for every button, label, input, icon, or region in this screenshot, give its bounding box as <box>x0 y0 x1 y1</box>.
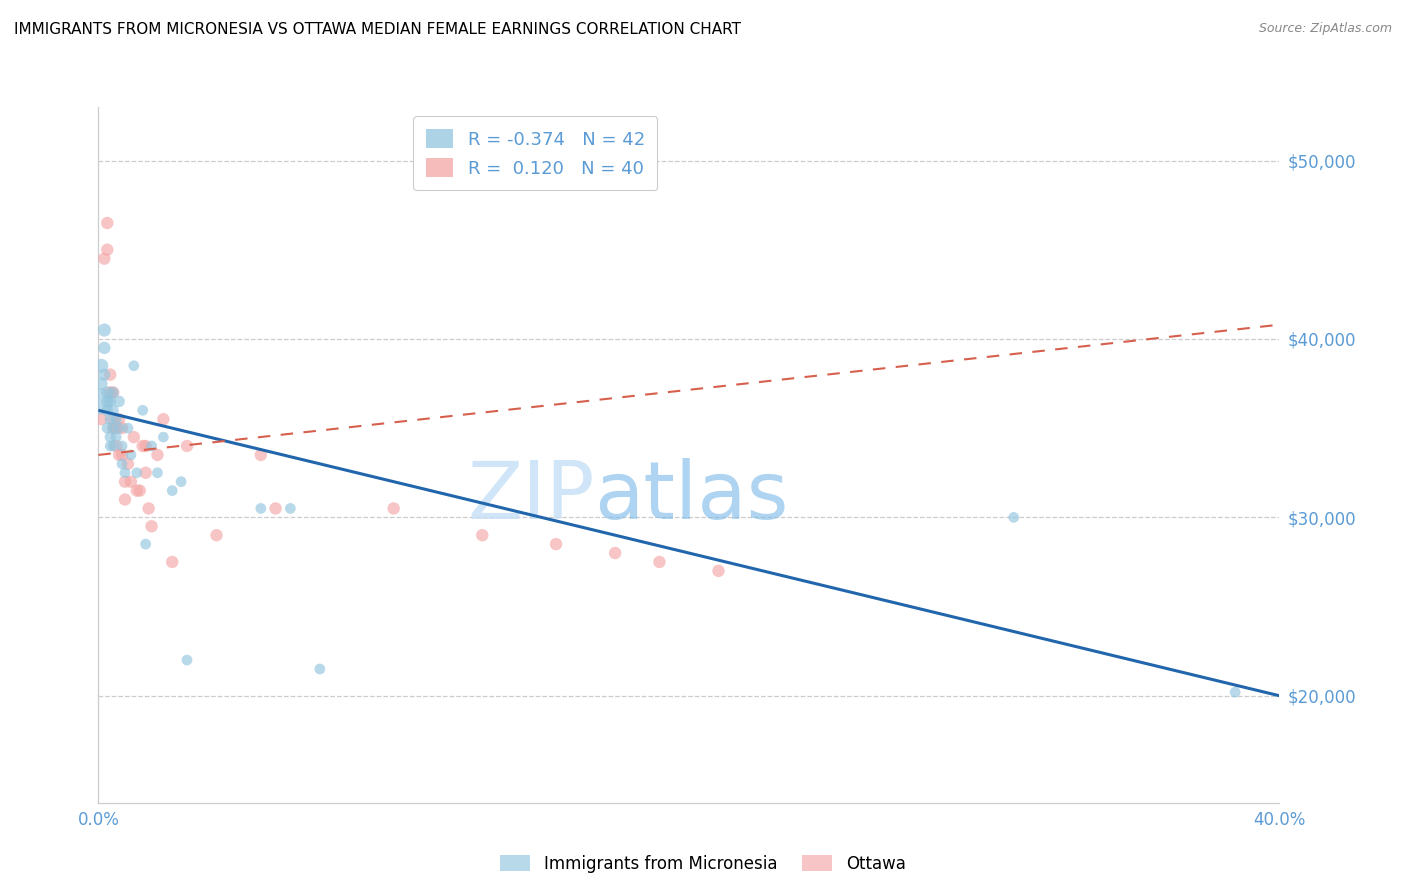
Point <box>264 501 287 516</box>
Point <box>93 368 115 382</box>
Point <box>103 385 125 400</box>
Point <box>128 483 150 498</box>
Point <box>162 555 183 569</box>
Legend: R = -0.374   N = 42, R =  0.120   N = 40: R = -0.374 N = 42, R = 0.120 N = 40 <box>413 116 658 190</box>
Point <box>98 385 121 400</box>
Point <box>152 412 174 426</box>
Text: Source: ZipAtlas.com: Source: ZipAtlas.com <box>1258 22 1392 36</box>
Point <box>114 492 136 507</box>
Point <box>120 448 142 462</box>
Point <box>103 421 125 435</box>
Point <box>546 537 568 551</box>
Point <box>250 448 273 462</box>
Point <box>120 475 142 489</box>
Point <box>108 394 131 409</box>
Point <box>96 394 118 409</box>
Point <box>648 555 671 569</box>
Point <box>96 243 118 257</box>
Point <box>125 466 148 480</box>
Point <box>98 412 121 426</box>
Point <box>707 564 730 578</box>
Point <box>90 412 112 426</box>
Point <box>90 359 112 373</box>
Point <box>105 412 128 426</box>
Point <box>93 252 115 266</box>
Text: IMMIGRANTS FROM MICRONESIA VS OTTAWA MEDIAN FEMALE EARNINGS CORRELATION CHART: IMMIGRANTS FROM MICRONESIA VS OTTAWA MED… <box>14 22 741 37</box>
Point <box>250 501 273 516</box>
Point <box>105 421 128 435</box>
Point <box>382 501 405 516</box>
Point <box>103 385 125 400</box>
Point <box>108 448 131 462</box>
Point <box>98 394 121 409</box>
Point <box>103 421 125 435</box>
Point <box>122 359 145 373</box>
Point <box>122 430 145 444</box>
Point <box>605 546 627 560</box>
Point <box>471 528 494 542</box>
Point <box>135 466 157 480</box>
Point <box>98 439 121 453</box>
Point <box>108 421 131 435</box>
Point <box>152 430 174 444</box>
Point <box>103 403 125 417</box>
Point <box>141 519 163 533</box>
Point <box>117 421 139 435</box>
Point <box>309 662 332 676</box>
Point <box>205 528 228 542</box>
Point <box>105 430 128 444</box>
Point <box>114 466 136 480</box>
Point <box>162 483 183 498</box>
Point <box>111 448 134 462</box>
Point <box>108 412 131 426</box>
Point <box>93 341 115 355</box>
Point <box>135 439 157 453</box>
Point <box>96 421 118 435</box>
Point <box>132 439 155 453</box>
Point <box>98 430 121 444</box>
Point <box>90 376 112 391</box>
Point <box>114 475 136 489</box>
Point <box>117 457 139 471</box>
Point <box>135 537 157 551</box>
Point <box>176 653 198 667</box>
Point <box>96 385 118 400</box>
Point <box>93 323 115 337</box>
Point <box>170 475 193 489</box>
Point <box>105 439 128 453</box>
Point <box>278 501 302 516</box>
Point <box>96 403 118 417</box>
Point <box>1223 685 1246 699</box>
Point <box>141 439 163 453</box>
Point <box>132 403 155 417</box>
Point <box>111 457 134 471</box>
Point <box>146 448 169 462</box>
Point <box>176 439 198 453</box>
Point <box>125 483 148 498</box>
Text: ZIP: ZIP <box>467 458 595 536</box>
Point <box>98 368 121 382</box>
Point <box>111 439 134 453</box>
Point <box>111 421 134 435</box>
Point <box>89 394 111 409</box>
Point <box>146 466 169 480</box>
Point <box>103 412 125 426</box>
Legend: Immigrants from Micronesia, Ottawa: Immigrants from Micronesia, Ottawa <box>494 848 912 880</box>
Point <box>103 439 125 453</box>
Point <box>96 216 118 230</box>
Point <box>138 501 160 516</box>
Point <box>1002 510 1025 524</box>
Text: atlas: atlas <box>595 458 789 536</box>
